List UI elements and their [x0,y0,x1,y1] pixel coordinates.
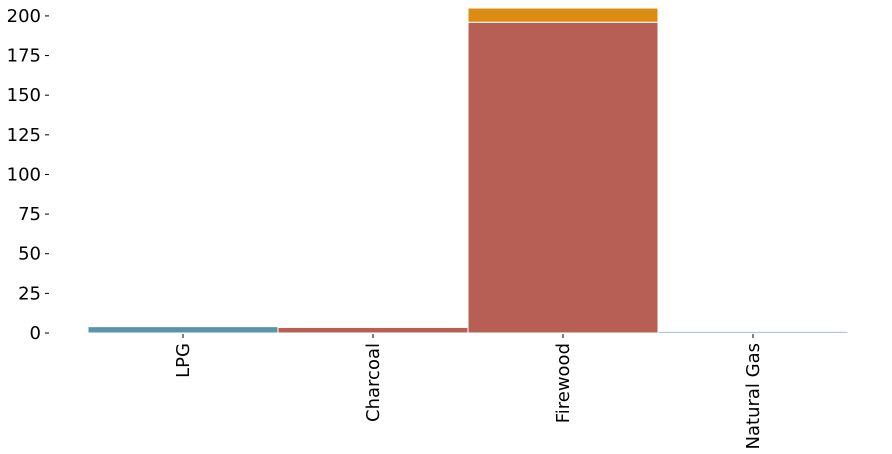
y-tick-label: 125 [7,125,41,146]
y-tick-label: 150 [7,85,41,106]
bars [87,7,849,334]
x-axis: LPG Charcoal Firewood Natural Gas [173,334,764,449]
bar-firewood-segment-0 [467,21,659,334]
bar-firewood-segment-2 [467,7,659,23]
y-tick-label: 25 [18,283,41,304]
y-axis: 0 25 50 75 100 125 150 175 200 [7,6,49,344]
y-tick-label: 50 [18,244,41,265]
y-tick-label: 200 [7,6,41,27]
x-tick-label: LPG [173,343,194,378]
y-tick-label: 100 [7,164,41,185]
bar-charcoal-segment-0 [277,326,469,334]
y-tick-label: 75 [18,204,41,225]
bar-lpg-segment-1 [87,326,279,334]
bar-natural-gas-segment-1 [657,330,849,334]
y-tick-label: 0 [30,323,41,344]
x-tick-label: Natural Gas [743,343,764,449]
y-tick-label: 175 [7,46,41,67]
x-tick-label: Firewood [553,343,574,423]
x-tick-label: Charcoal [363,343,384,422]
